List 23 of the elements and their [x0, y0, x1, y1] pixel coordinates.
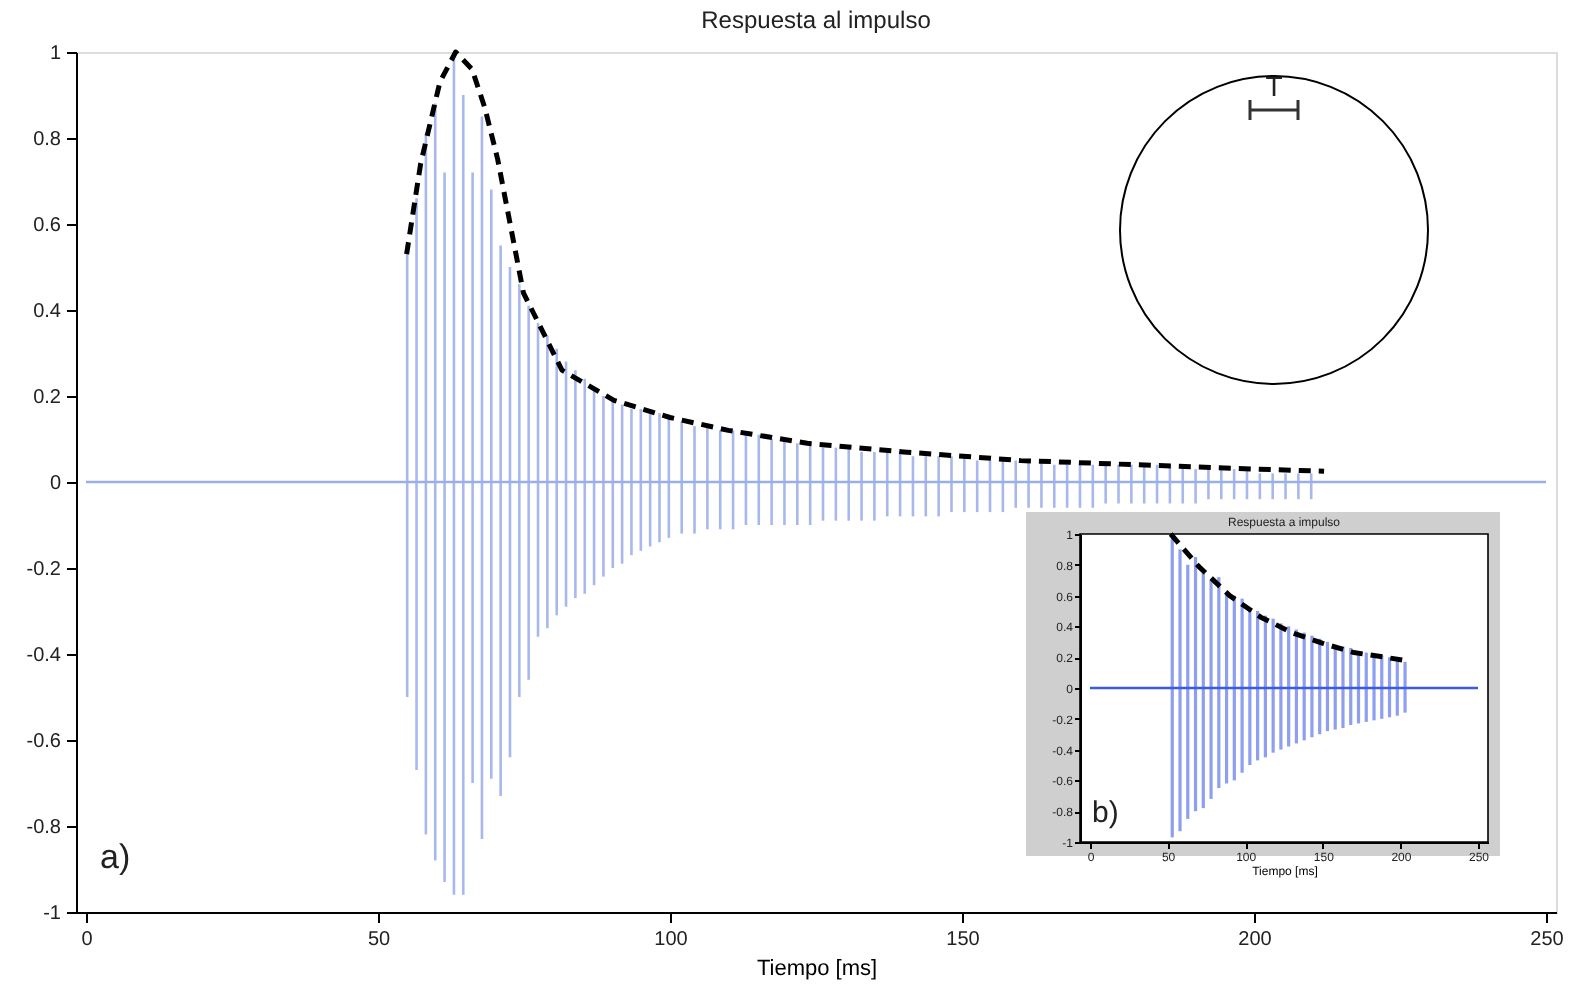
x-tick-label: 50 — [367, 929, 391, 951]
y-tick-label: -1 — [43, 903, 62, 925]
x-tick-label: 100 — [654, 929, 689, 951]
y-tick-label: 0.2 — [33, 387, 62, 409]
chart-title: Respuesta al impulso — [701, 6, 932, 34]
y-tick-label: 0.6 — [33, 215, 62, 237]
y-tick-label: 0.4 — [33, 301, 62, 323]
line-series — [404, 49, 1327, 474]
x-tick-label: 150 — [946, 929, 981, 951]
y-tick-label: -0.8 — [26, 817, 62, 839]
x-tick-label: 200 — [1238, 929, 1273, 951]
y-tick-label: 1 — [49, 43, 62, 65]
annotation: a) — [100, 838, 131, 876]
x-axis-title: Tiempo [ms] — [756, 957, 878, 981]
y-tick-label: -0.4 — [26, 645, 62, 667]
y-tick-label: -0.2 — [26, 559, 62, 581]
y-tick-label: 0.8 — [33, 129, 62, 151]
annotation: b) — [1092, 796, 1119, 830]
y-tick-label: 0 — [49, 473, 62, 495]
x-tick-label: 0 — [81, 929, 94, 951]
annotation: T — [1265, 70, 1284, 102]
y-tick-label: -0.6 — [26, 731, 62, 753]
x-tick-label: 250 — [1530, 929, 1565, 951]
